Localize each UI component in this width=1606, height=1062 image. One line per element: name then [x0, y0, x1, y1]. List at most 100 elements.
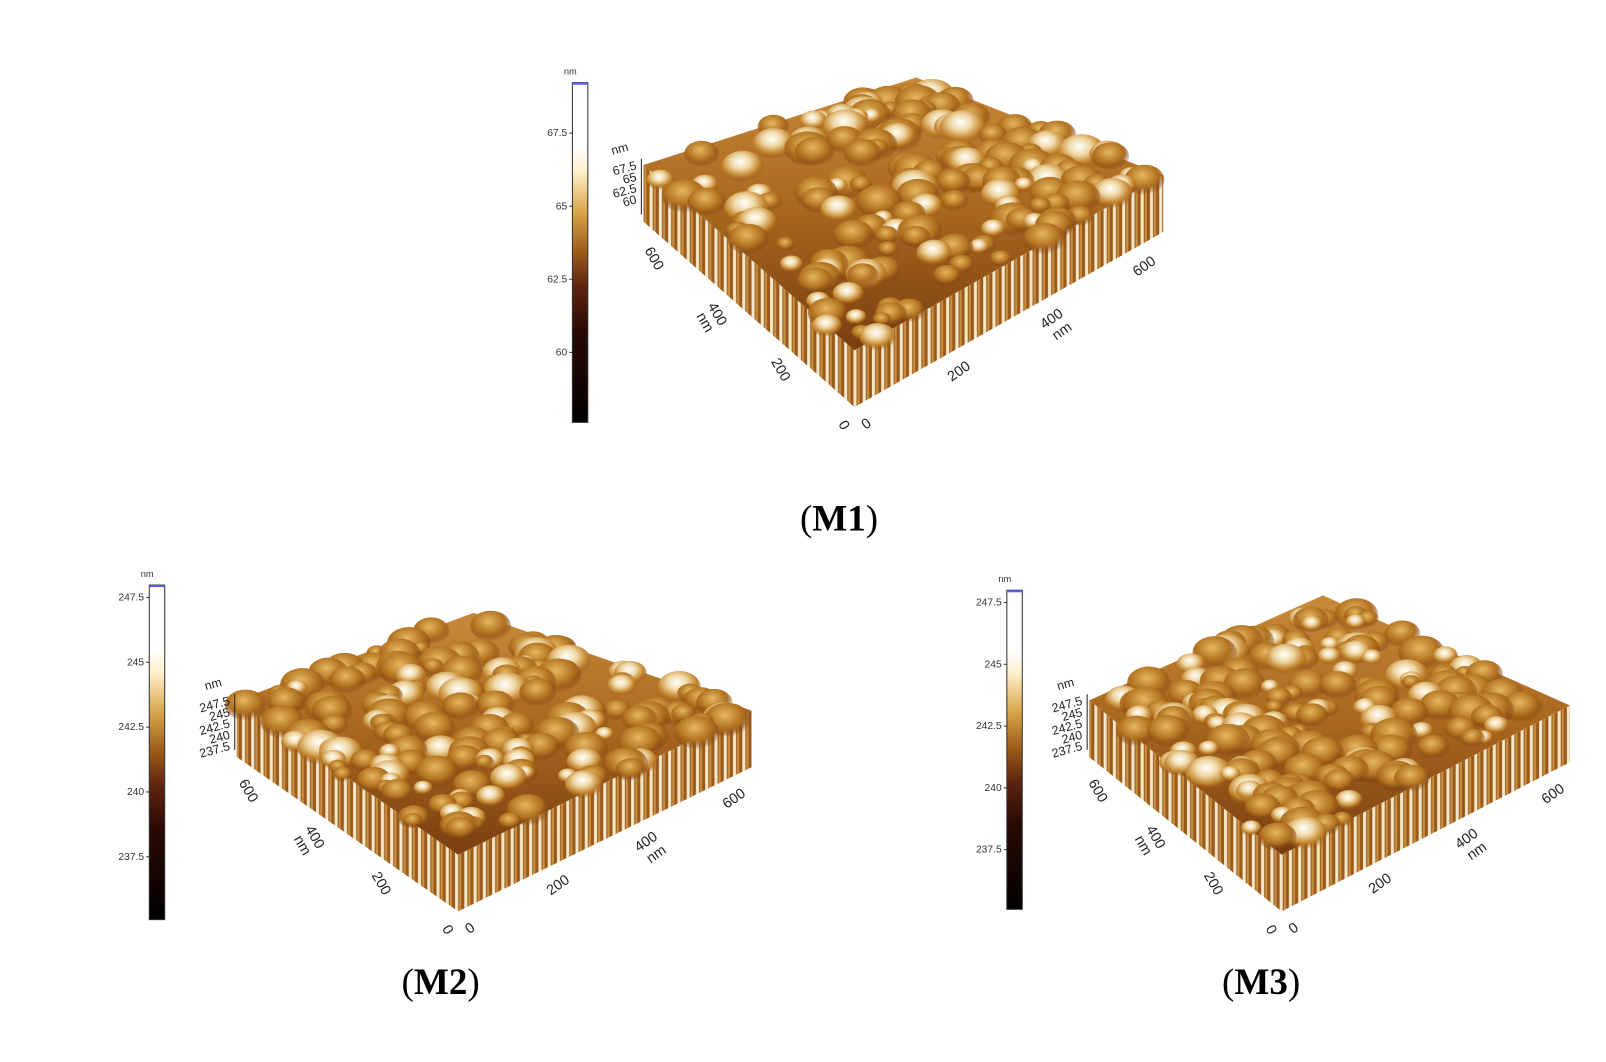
- colorbar-tick-label: 60: [556, 347, 568, 358]
- surface-bump: [832, 281, 864, 306]
- surface-bump: [780, 255, 803, 273]
- surface-bump: [1115, 715, 1157, 747]
- afm-panel: nm247.5245242.5240237.5nm247.5245242.524…: [976, 574, 1570, 1003]
- colorbar: [1006, 589, 1023, 910]
- caption-part: ): [866, 498, 878, 539]
- surface-bump: [422, 658, 444, 675]
- z-axis-unit: nm: [1055, 675, 1075, 693]
- surface-bump: [812, 314, 843, 337]
- surface-wall-left: [236, 700, 459, 912]
- surface-bump: [1320, 636, 1340, 652]
- surface-bump: [332, 766, 353, 782]
- surface-bump: [441, 692, 479, 721]
- surface-bump: [565, 770, 603, 799]
- colorbar-tick-label: 242.5: [118, 722, 144, 733]
- surface-bump: [403, 812, 423, 828]
- x-axis-tick-label: 600: [1539, 781, 1568, 808]
- y-axis-tick-label: 0: [1262, 923, 1280, 938]
- surface-bump: [1023, 222, 1066, 255]
- colorbar: [571, 82, 589, 423]
- surface-bump: [1264, 699, 1284, 714]
- surface-bump: [820, 195, 857, 223]
- surface-bump: [413, 711, 456, 744]
- colorbar-unit: nm: [141, 569, 154, 579]
- x-axis-tick-label: 0: [462, 920, 478, 938]
- x-axis-tick-label: 200: [1366, 870, 1395, 897]
- surface-bump: [1220, 766, 1241, 782]
- panel-caption: (M2): [402, 962, 480, 1003]
- surface-bump: [470, 610, 512, 642]
- surface-bump: [845, 309, 867, 325]
- surface-bump: [989, 250, 1012, 267]
- surface-bump: [684, 140, 719, 167]
- z-axis-tick-label: 65: [621, 170, 638, 187]
- x-axis-tick-label: 0: [1286, 920, 1302, 938]
- surface-bump: [1029, 197, 1052, 214]
- z-axis-tick-label: 240: [1060, 728, 1084, 747]
- caption-part: (: [402, 962, 414, 1003]
- surface-bump: [969, 238, 990, 255]
- surface-bump: [445, 816, 477, 840]
- x-axis-tick-label: 200: [945, 358, 974, 385]
- surface-wall-right: [854, 175, 1164, 407]
- colorbar-tick-label: 242.5: [976, 721, 1002, 732]
- surface-bump: [687, 187, 727, 217]
- surface-bump: [498, 812, 522, 830]
- colorbar-unit: nm: [998, 574, 1011, 584]
- colorbar-tick-label: 247.5: [118, 592, 144, 603]
- x-axis-tick-label: 600: [1130, 253, 1159, 280]
- surface-bump: [1014, 177, 1034, 192]
- surface-bump: [1092, 142, 1130, 171]
- surface-bump: [1301, 615, 1323, 632]
- colorbar-tick-label: 237.5: [976, 845, 1002, 856]
- z-axis-tick-label: 237.5: [1050, 739, 1084, 761]
- surface-bump: [1361, 649, 1383, 666]
- surface-bump: [1335, 789, 1363, 811]
- caption-part: M3: [1234, 962, 1288, 1003]
- surface-bump: [940, 190, 969, 212]
- y-axis-tick-label: 600: [235, 777, 261, 806]
- afm-panel: nm67.56562.560nm67.56562.5600200400600nm…: [547, 66, 1165, 539]
- surface-bump: [415, 755, 459, 789]
- surface-bump: [936, 168, 971, 195]
- surface-bump: [1345, 614, 1366, 630]
- surface-bump: [843, 138, 882, 168]
- surface-bump: [721, 150, 764, 183]
- colorbar-tick-label: 240: [127, 787, 144, 798]
- x-axis-tick-label: 600: [720, 786, 749, 813]
- colorbar-tick-label: 247.5: [976, 598, 1002, 609]
- surface-bump: [1258, 822, 1297, 852]
- surface-bump: [859, 323, 896, 351]
- surface-bump: [615, 758, 646, 781]
- surface-wall-right: [1281, 705, 1570, 912]
- surface-bump: [1198, 740, 1220, 757]
- z-axis-unit: nm: [203, 675, 223, 693]
- y-axis-tick-label: 0: [438, 923, 456, 938]
- x-axis-tick-label: 0: [859, 415, 875, 433]
- surface-bump: [872, 312, 892, 327]
- y-axis-tick-label: 600: [1085, 777, 1111, 806]
- panel-caption: (M1): [800, 498, 878, 539]
- surface-bump: [795, 136, 835, 167]
- surface-bump: [1185, 755, 1232, 791]
- surface-bump: [476, 785, 506, 808]
- surface-bump: [674, 715, 720, 750]
- caption-part: ): [1288, 962, 1300, 1003]
- colorbar-tick-label: 245: [985, 659, 1002, 670]
- surface-bump: [753, 128, 795, 160]
- surface-bump: [519, 678, 557, 707]
- colorbar-tick-label: 245: [127, 657, 144, 668]
- z-axis-tick-label: 245: [208, 705, 232, 724]
- surface-wall-right: [458, 710, 752, 912]
- z-axis-tick-label: 240: [208, 728, 232, 747]
- surface-bump: [474, 754, 494, 770]
- surface-bump: [797, 267, 834, 295]
- surface-bump: [916, 239, 953, 267]
- surface-bump: [1240, 820, 1262, 836]
- surface-bump: [874, 226, 899, 245]
- colorbar-tick-label: 237.5: [118, 852, 144, 863]
- panel-caption: (M3): [1222, 962, 1300, 1003]
- surface-bump: [727, 223, 769, 255]
- surface-bump: [856, 184, 903, 220]
